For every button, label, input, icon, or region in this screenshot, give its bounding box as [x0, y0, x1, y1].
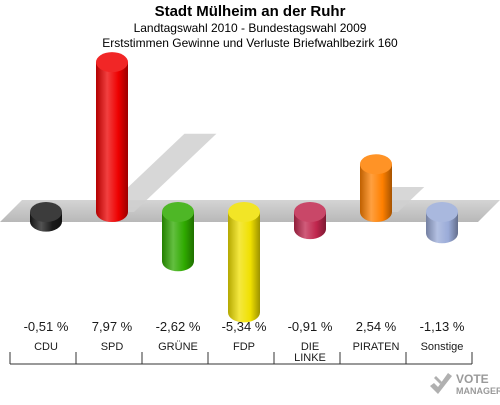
category-label: FDP [233, 341, 255, 353]
bar-top-cap [30, 202, 62, 222]
bar-bottom-cap [426, 223, 458, 244]
chart-title: Stadt Mülheim an der Ruhr [154, 3, 346, 20]
bar-grüne [162, 202, 194, 272]
chart-subtitle-district: Erststimmen Gewinne und Verluste Briefwa… [102, 36, 398, 50]
vote-manager-logo: VOTE MANAGER [428, 368, 500, 400]
bar-top-cap [426, 202, 458, 222]
bar-top-cap [96, 52, 128, 73]
bar-top-cap [294, 202, 326, 222]
watermark-line1: VOTE [456, 372, 489, 386]
bar-bottom-cap [294, 219, 326, 240]
category-label: LINKE [294, 352, 326, 364]
bar-piraten [360, 154, 392, 222]
bar-bottom-cap [360, 202, 392, 222]
bars [30, 52, 458, 323]
bar-bottom-cap [96, 202, 128, 222]
category-label: GRÜNE [158, 341, 198, 353]
bar-body [228, 212, 260, 313]
category-axis [9, 352, 473, 365]
bar-top-cap [162, 202, 194, 222]
bar-bottom-cap [228, 302, 260, 323]
vote-manager-logo-icon: VOTE MANAGER [430, 372, 500, 396]
value-label: 7,97 % [92, 319, 133, 334]
bar-fdp [228, 202, 260, 323]
value-label: -5,34 % [222, 319, 267, 334]
bar-shadow [102, 133, 217, 212]
value-label: -1,13 % [420, 319, 465, 334]
category-label: PIRATEN [353, 341, 400, 353]
value-label: -0,91 % [288, 319, 333, 334]
value-labels: -0,51 % 7,97 % -2,62 % -5,34 % -0,91 % 2,54 %… [24, 319, 465, 334]
watermark-line2: MANAGER [456, 386, 500, 396]
bar-body [96, 62, 128, 212]
chart-subtitle-election: Landtagswahl 2010 - Bundestagswahl 2009 [133, 21, 367, 35]
value-label: -2,62 % [156, 319, 201, 334]
category-label: Sonstige [421, 341, 464, 353]
bar-top-cap [360, 154, 392, 175]
category-label: SPD [101, 341, 124, 353]
bar-die-linke [294, 202, 326, 240]
bar-cdu [30, 202, 62, 232]
bar-spd [96, 52, 128, 222]
value-label: -0,51 % [24, 319, 69, 334]
value-label: 2,54 % [356, 319, 397, 334]
bar-top-cap [228, 202, 260, 222]
bar-bottom-cap [162, 251, 194, 272]
category-label: CDU [34, 341, 58, 353]
bar-sonstige [426, 202, 458, 244]
category-label: DIE [301, 341, 319, 353]
